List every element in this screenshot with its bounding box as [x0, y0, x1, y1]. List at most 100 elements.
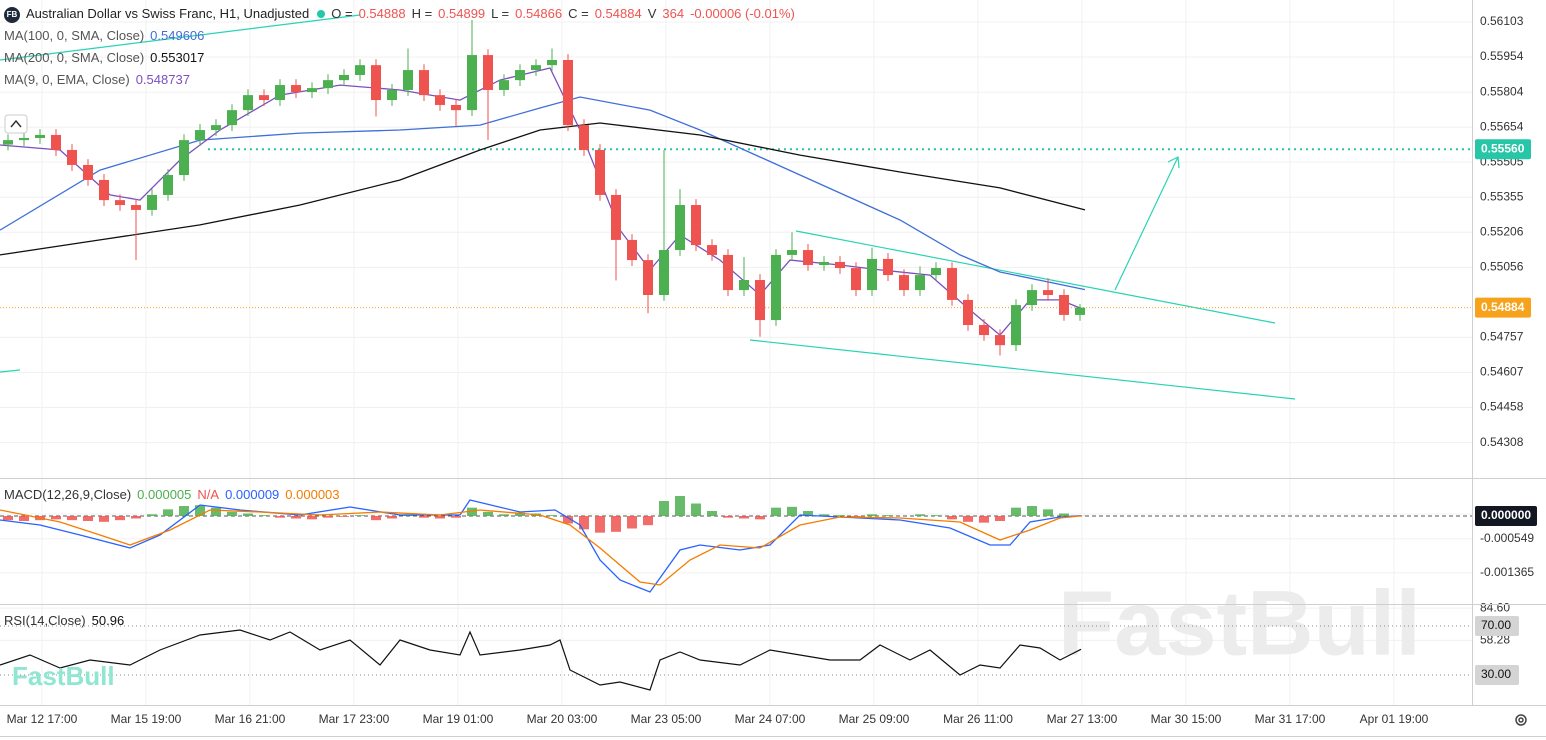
candle-body	[371, 65, 381, 101]
macd-histogram-bar	[595, 516, 605, 533]
trend-line	[0, 369, 21, 373]
legend-value: 0.548737	[135, 72, 190, 87]
macd-histogram-bar	[243, 513, 253, 516]
y-tick-label: 0.54607	[1480, 365, 1524, 379]
candle-body	[595, 149, 605, 195]
logo: FB	[4, 6, 20, 23]
ma-line	[0, 122, 1086, 256]
last-price-label: 0.54884	[1481, 300, 1525, 314]
x-tick-label: Mar 25 09:00	[839, 712, 910, 726]
macd-histogram-bar	[499, 514, 509, 516]
macd-last-label: 0.000000	[1481, 508, 1531, 522]
candle-body	[99, 179, 109, 201]
ma-line	[0, 96, 1086, 291]
macd-histogram-bar	[995, 516, 1005, 521]
channel-upper	[795, 230, 1276, 324]
x-tick-label: Mar 12 17:00	[7, 712, 78, 726]
macd-line	[0, 509, 1082, 586]
macd-histogram-bar	[819, 514, 829, 516]
candle-body	[131, 205, 141, 210]
legend-value: 0.553017	[150, 50, 205, 65]
legend-value: 0.549606	[150, 28, 205, 43]
y-tick-label: 0.56103	[1480, 14, 1524, 28]
macd-histogram-bar	[467, 507, 477, 516]
rsi-legend: RSI(14,Close) 50.96	[4, 610, 130, 632]
macd-last-box	[1475, 506, 1537, 526]
macd-histogram-bar	[51, 516, 61, 520]
macd-line	[0, 499, 1082, 593]
data-layer	[0, 19, 1472, 691]
macd-histogram-bar	[387, 516, 397, 519]
macd-histogram-bar	[707, 511, 717, 516]
quote-value: 0.54866	[515, 6, 563, 21]
candle-body	[899, 275, 909, 291]
candle-body	[531, 65, 541, 71]
macd-histogram-bar	[19, 516, 29, 521]
macd-histogram-bar	[147, 514, 157, 516]
ma-line	[0, 67, 1086, 337]
candle-body	[51, 134, 61, 150]
candle-body	[691, 205, 701, 246]
y-tick-label: 0.55206	[1480, 224, 1524, 238]
macd-histogram-bar	[947, 516, 957, 520]
candle-body	[307, 88, 317, 93]
macd-histogram-bar	[179, 506, 189, 516]
candle-body	[147, 194, 157, 210]
macd-histogram-bar	[1059, 513, 1069, 516]
status-dot	[317, 10, 326, 18]
candle-body	[755, 280, 765, 321]
candle-body	[195, 130, 205, 141]
y-tick-label: 0.54757	[1480, 330, 1524, 344]
candle-body	[243, 95, 253, 111]
y-tick-label: -0.000549	[1480, 531, 1534, 545]
macd-histogram-bar	[307, 516, 317, 520]
legend-name: MA(9, 0, EMA, Close)	[4, 72, 130, 87]
x-tick-label: Mar 23 05:00	[631, 712, 702, 726]
legend-name: MA(200, 0, SMA, Close)	[4, 50, 145, 65]
quote-value: 0.54884	[594, 6, 642, 21]
indicator-value: 0.000005	[137, 487, 192, 502]
price-axis-bg	[1473, 0, 1546, 705]
candle-body	[1075, 307, 1085, 315]
collapse-button[interactable]	[4, 114, 28, 134]
last-price-box	[1475, 297, 1531, 318]
candle-body	[627, 239, 637, 261]
macd-histogram-bar	[195, 505, 205, 516]
x-tick-label: Mar 27 13:00	[1047, 712, 1118, 726]
grid-layer: FastBull	[0, 0, 1472, 705]
rsi-line	[0, 629, 1082, 691]
macd-histogram-bar	[355, 515, 365, 516]
candle-body	[771, 254, 781, 321]
macd-histogram-bar	[1043, 509, 1053, 516]
macd-histogram-bar	[371, 516, 381, 521]
rsi-legend: RSI(14,Close) 50.96	[4, 610, 130, 632]
candle-body	[291, 85, 301, 93]
candle-body	[3, 140, 13, 145]
candle-body	[995, 335, 1005, 346]
settings-icon[interactable]	[1515, 714, 1527, 726]
macd-histogram-bar	[579, 516, 589, 530]
chevron-icon	[10, 119, 22, 128]
rsi-level-box	[1475, 665, 1519, 686]
y-tick-label: 0.55954	[1480, 49, 1524, 63]
macd-histogram-bar	[211, 507, 221, 516]
macd-histogram-bar	[259, 515, 269, 516]
x-tick-label: Mar 19 01:00	[423, 712, 494, 726]
candle-body	[387, 89, 397, 101]
candle-body	[1059, 295, 1069, 315]
candle-body	[915, 275, 925, 291]
macd-histogram-bar	[483, 511, 493, 516]
x-tick-label: Apr 01 19:00	[1360, 712, 1429, 726]
candle-body	[675, 205, 685, 251]
level-label: 0.55560	[1481, 141, 1525, 155]
x-tick-label: Mar 17 23:00	[319, 712, 390, 726]
candle-body	[211, 125, 221, 131]
x-tick-label: Mar 30 15:00	[1151, 712, 1222, 726]
macd-histogram-bar	[435, 516, 445, 519]
candle-body	[883, 258, 893, 276]
macd-histogram-bar	[627, 516, 637, 529]
candle-body	[435, 95, 445, 105]
change: -0.00006 (-0.01%)	[690, 6, 795, 21]
